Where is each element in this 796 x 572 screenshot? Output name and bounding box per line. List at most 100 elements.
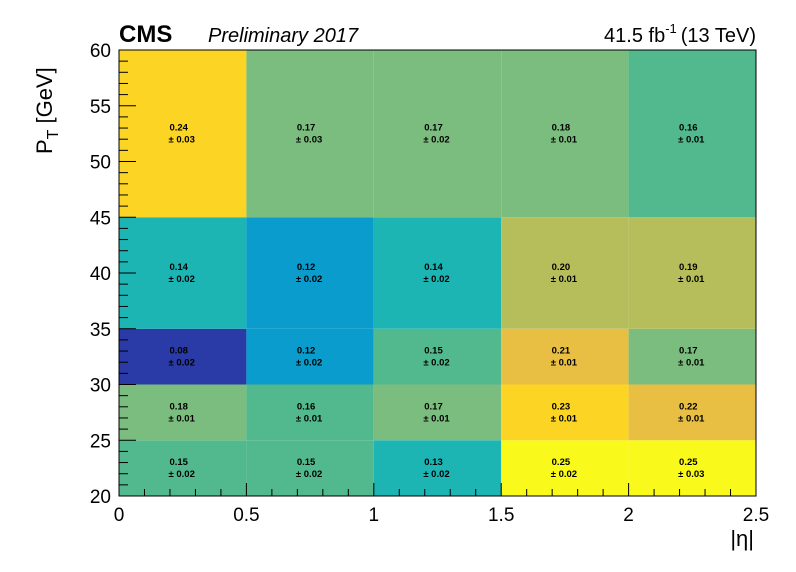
cell-value-label: 0.24 — [169, 123, 188, 134]
y-tick-label: 45 — [90, 208, 111, 229]
x-tick-label: 0.5 — [233, 505, 259, 526]
heatmap-cell — [628, 50, 756, 218]
y-axis-ticks: 20 25 30 35 40 45 50 55 60 — [90, 41, 136, 508]
cell-value-label: 0.23 — [552, 401, 571, 412]
cell-error-label: ± 0.03 — [296, 135, 322, 146]
cell-value-label: 0.12 — [297, 346, 316, 357]
cell-value-label: 0.14 — [169, 262, 188, 273]
cell-value-label: 0.20 — [552, 262, 571, 273]
x-tick-label: 2 — [623, 505, 634, 526]
y-tick-label: 35 — [90, 320, 111, 341]
heatmap-cell — [119, 217, 247, 329]
experiment-label: CMS — [119, 21, 172, 48]
heatmap-cell — [501, 328, 629, 385]
x-tick-label: 2.5 — [743, 505, 769, 526]
heatmap-cell — [501, 440, 629, 496]
cell-value-label: 0.18 — [169, 401, 188, 412]
cell-value-label: 0.14 — [424, 262, 443, 273]
heatmap-cell — [246, 328, 374, 385]
y-tick-label: 60 — [90, 41, 111, 62]
cell-error-label: ± 0.02 — [296, 274, 322, 285]
heatmap-cell — [246, 50, 374, 218]
cell-error-label: ± 0.01 — [169, 413, 196, 424]
heatmap-cell — [246, 217, 374, 329]
x-axis-title: |η| — [730, 526, 754, 551]
cell-error-label: ± 0.01 — [423, 413, 450, 424]
cell-value-label: 0.17 — [297, 123, 316, 134]
cell-value-label: 0.16 — [679, 123, 698, 134]
heatmap-cell — [119, 384, 247, 441]
heatmap-cell — [119, 50, 247, 218]
heatmap-cell — [501, 50, 629, 218]
heatmap-cells — [119, 50, 756, 496]
cell-value-label: 0.17 — [424, 123, 443, 134]
heatmap-cell — [628, 384, 756, 441]
cell-error-label: ± 0.02 — [423, 469, 449, 480]
cell-value-label: 0.19 — [679, 262, 698, 273]
cell-value-label: 0.17 — [424, 401, 443, 412]
energy-label: (13 TeV) — [681, 25, 756, 47]
cell-value-label: 0.12 — [297, 262, 316, 273]
y-tick-label: 20 — [90, 487, 111, 508]
y-tick-label: 30 — [90, 376, 111, 397]
status-label: Preliminary 2017 — [208, 25, 359, 47]
luminosity-exponent: -1 — [665, 21, 677, 36]
cell-error-label: ± 0.01 — [678, 274, 705, 285]
cell-error-label: ± 0.01 — [296, 413, 323, 424]
cell-error-label: ± 0.02 — [423, 274, 449, 285]
cell-error-label: ± 0.02 — [296, 469, 322, 480]
heatmap-cell — [373, 217, 502, 329]
cell-error-label: ± 0.02 — [423, 358, 449, 369]
cell-value-label: 0.25 — [552, 457, 571, 468]
cell-error-label: ± 0.01 — [551, 413, 578, 424]
heatmap-cell — [373, 440, 502, 496]
heatmap-cell — [373, 50, 502, 218]
cell-error-label: ± 0.02 — [169, 469, 195, 480]
cell-error-label: ± 0.03 — [169, 135, 195, 146]
cell-value-label: 0.13 — [424, 457, 443, 468]
cell-error-label: ± 0.02 — [169, 274, 195, 285]
heatmap-cell-labels: 0.15± 0.020.15± 0.020.13± 0.020.25± 0.02… — [169, 123, 706, 481]
y-axis-title-sub: T — [45, 129, 62, 139]
y-tick-label: 50 — [90, 153, 111, 174]
heatmap-cell — [246, 440, 374, 496]
y-tick-label: 25 — [90, 431, 111, 452]
heatmap-cell — [373, 384, 502, 441]
cell-value-label: 0.18 — [552, 123, 571, 134]
heatmap-cell — [119, 440, 247, 496]
heatmap-cell — [246, 384, 374, 441]
x-tick-label: 1.5 — [488, 505, 514, 526]
x-axis-ticks: 0 0.5 1 1.5 2 2.5 — [114, 483, 769, 526]
cell-value-label: 0.08 — [169, 346, 188, 357]
cell-value-label: 0.17 — [679, 346, 698, 357]
heatmap-cell — [628, 328, 756, 385]
cell-error-label: ± 0.01 — [551, 358, 578, 369]
heatmap-cell — [119, 328, 247, 385]
y-tick-label: 40 — [90, 264, 111, 285]
cell-error-label: ± 0.02 — [296, 358, 322, 369]
heatmap-cell — [501, 217, 629, 329]
cell-value-label: 0.16 — [297, 401, 316, 412]
cell-error-label: ± 0.01 — [551, 135, 578, 146]
cell-error-label: ± 0.01 — [551, 274, 578, 285]
x-tick-label: 1 — [369, 505, 380, 526]
cell-error-label: ± 0.03 — [678, 469, 704, 480]
cell-error-label: ± 0.02 — [423, 135, 449, 146]
heatmap-cell — [628, 217, 756, 329]
heatmap-cell — [501, 384, 629, 441]
cell-value-label: 0.21 — [552, 346, 571, 357]
y-axis-title: PT [GeV] — [32, 67, 62, 154]
y-axis-title-unit: [GeV] — [32, 67, 57, 123]
heatmap-cell — [628, 440, 756, 496]
luminosity-value: 41.5 fb — [604, 25, 665, 47]
x-tick-label: 0 — [114, 505, 125, 526]
y-axis-title-main: P — [32, 139, 57, 154]
cell-value-label: 0.22 — [679, 401, 698, 412]
cell-value-label: 0.25 — [679, 457, 698, 468]
y-tick-label: 55 — [90, 97, 111, 118]
heatmap-cell — [373, 328, 502, 385]
cell-value-label: 0.15 — [169, 457, 188, 468]
cell-error-label: ± 0.01 — [678, 358, 705, 369]
cell-value-label: 0.15 — [297, 457, 316, 468]
